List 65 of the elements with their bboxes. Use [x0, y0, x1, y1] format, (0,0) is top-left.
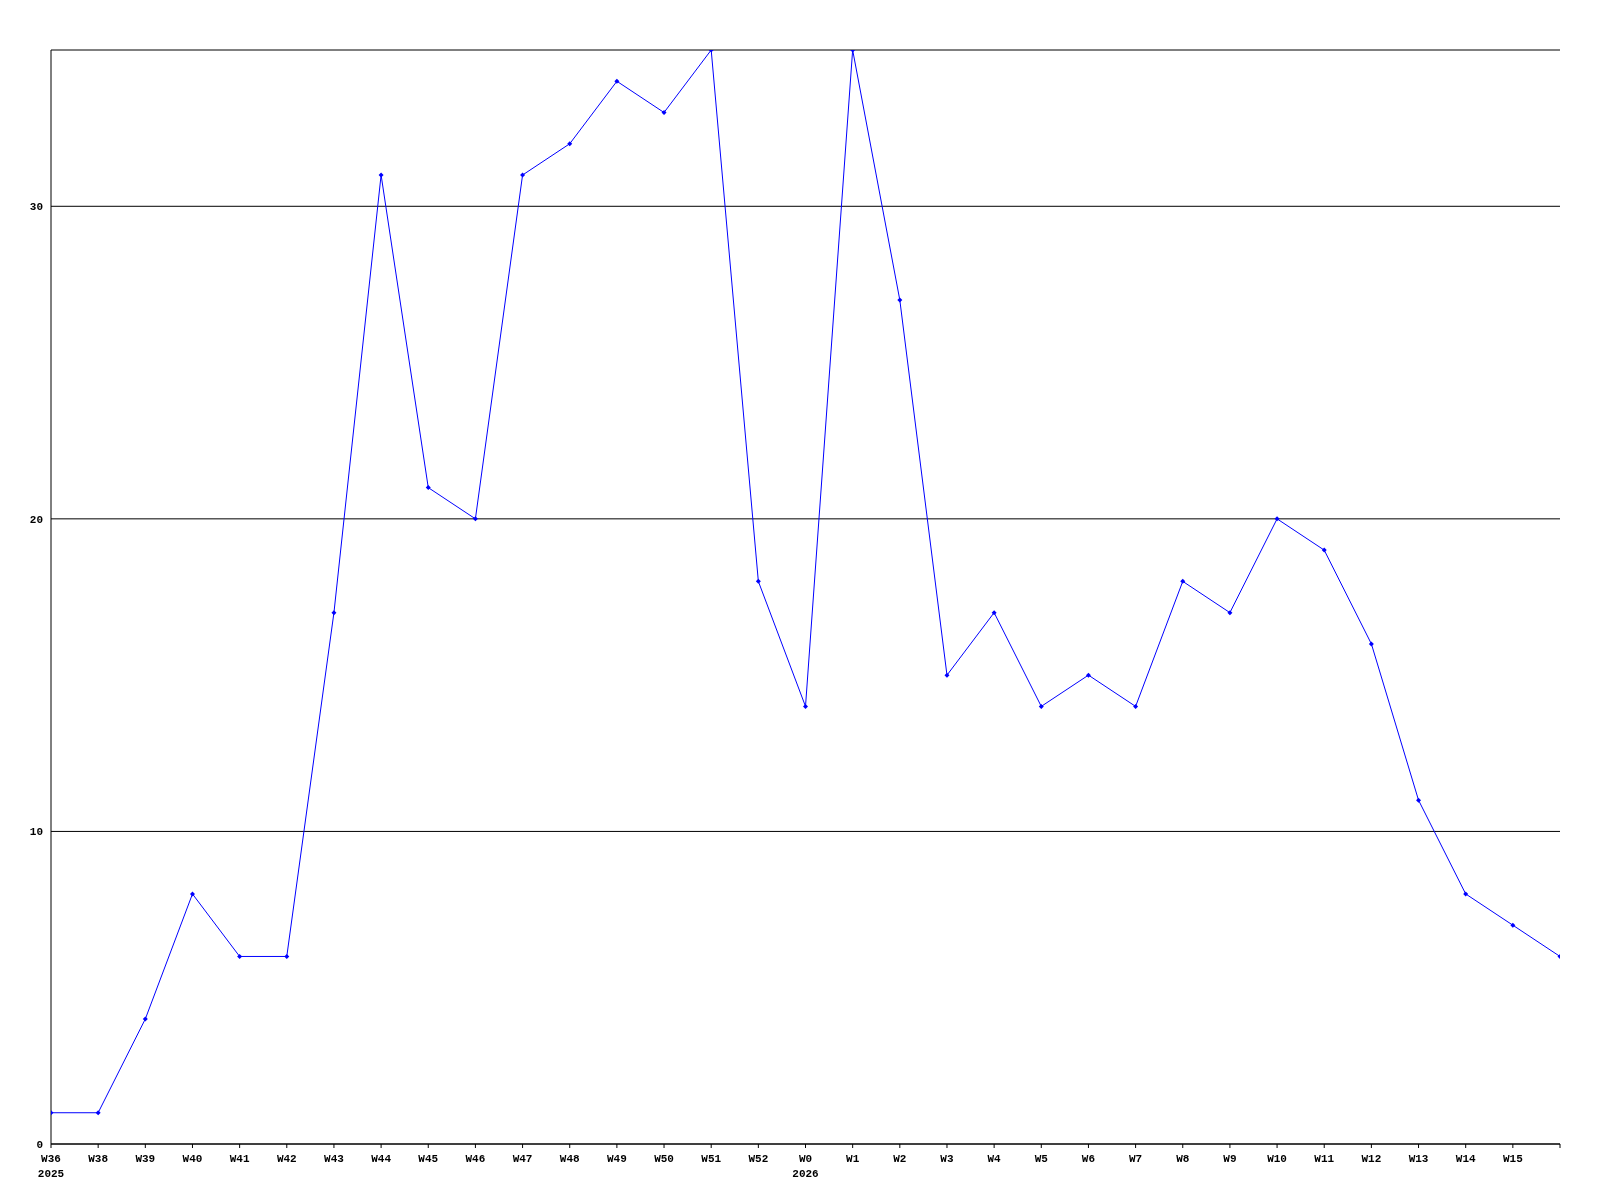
x-tick-label: W1 [846, 1153, 860, 1165]
x-tick-label: W40 [182, 1153, 203, 1165]
point [95, 1110, 101, 1116]
x-tick-label: W36 2025 [37, 1153, 65, 1180]
x-tick-label: W45 [418, 1153, 439, 1165]
point [567, 141, 573, 147]
point [189, 891, 195, 897]
point [520, 172, 526, 178]
x-tick-label: W46 [465, 1153, 486, 1165]
point [897, 297, 903, 303]
y-tick-label: 0 [36, 1138, 43, 1151]
x-tick-label: W14 [1455, 1153, 1476, 1165]
point [284, 953, 290, 959]
x-tick-label: W10 [1267, 1153, 1287, 1165]
x-tick-label: W9 [1223, 1153, 1237, 1165]
x-tick-label: W4 [987, 1153, 1002, 1165]
x-tick-label: W5 [1034, 1153, 1049, 1165]
x-tick-label: W48 [559, 1153, 581, 1165]
point [237, 953, 243, 959]
point [1038, 703, 1044, 709]
point [425, 485, 431, 491]
point [991, 610, 997, 616]
point [331, 610, 337, 616]
point [803, 703, 808, 709]
point [755, 578, 761, 584]
point [142, 1016, 148, 1022]
x-tick-label: W44 [371, 1153, 392, 1165]
x-tick-label: W8 [1176, 1153, 1190, 1165]
point [1463, 891, 1469, 897]
point [1085, 672, 1091, 678]
point [1321, 547, 1327, 553]
x-tick-label: W7 [1128, 1153, 1143, 1165]
x-tick-label: W51 [701, 1153, 722, 1165]
x-tick-label: W12 [1361, 1153, 1382, 1165]
y-tick-label: 30 [29, 201, 43, 214]
y-tick-label: 10 [29, 826, 43, 839]
x-tick-label: W42 [276, 1153, 297, 1165]
x-tick-label: W38 [88, 1153, 109, 1165]
point [1368, 641, 1374, 647]
x-tick-label: W3 [940, 1153, 954, 1165]
x-tick-label: W41 [229, 1153, 250, 1165]
point [1180, 578, 1186, 584]
x-tick-label: W13 [1408, 1153, 1429, 1165]
point [661, 110, 667, 116]
point [1133, 703, 1139, 709]
x-tick-label: W50 [654, 1153, 674, 1165]
point [944, 672, 950, 678]
point [472, 516, 478, 522]
point [614, 78, 620, 84]
x-tick-label: W49 [606, 1153, 627, 1165]
point [1416, 797, 1422, 803]
point [1510, 922, 1516, 928]
x-tick-label: W43 [324, 1153, 345, 1165]
x-tick-label: W47 [512, 1153, 533, 1165]
x-tick-label: W52 [748, 1153, 769, 1165]
x-tick-label: W11 [1314, 1153, 1335, 1165]
x-tick-label: W39 [135, 1153, 156, 1165]
x-tick-label: W15 [1502, 1153, 1524, 1165]
x-tick-label: W0 2026 [792, 1153, 819, 1180]
point [1274, 516, 1280, 522]
y-tick-label: 20 [29, 513, 43, 526]
point [378, 172, 384, 178]
point [1227, 610, 1233, 616]
x-tick-label: W2 [893, 1153, 907, 1165]
x-tick-label: W6 [1081, 1153, 1096, 1165]
